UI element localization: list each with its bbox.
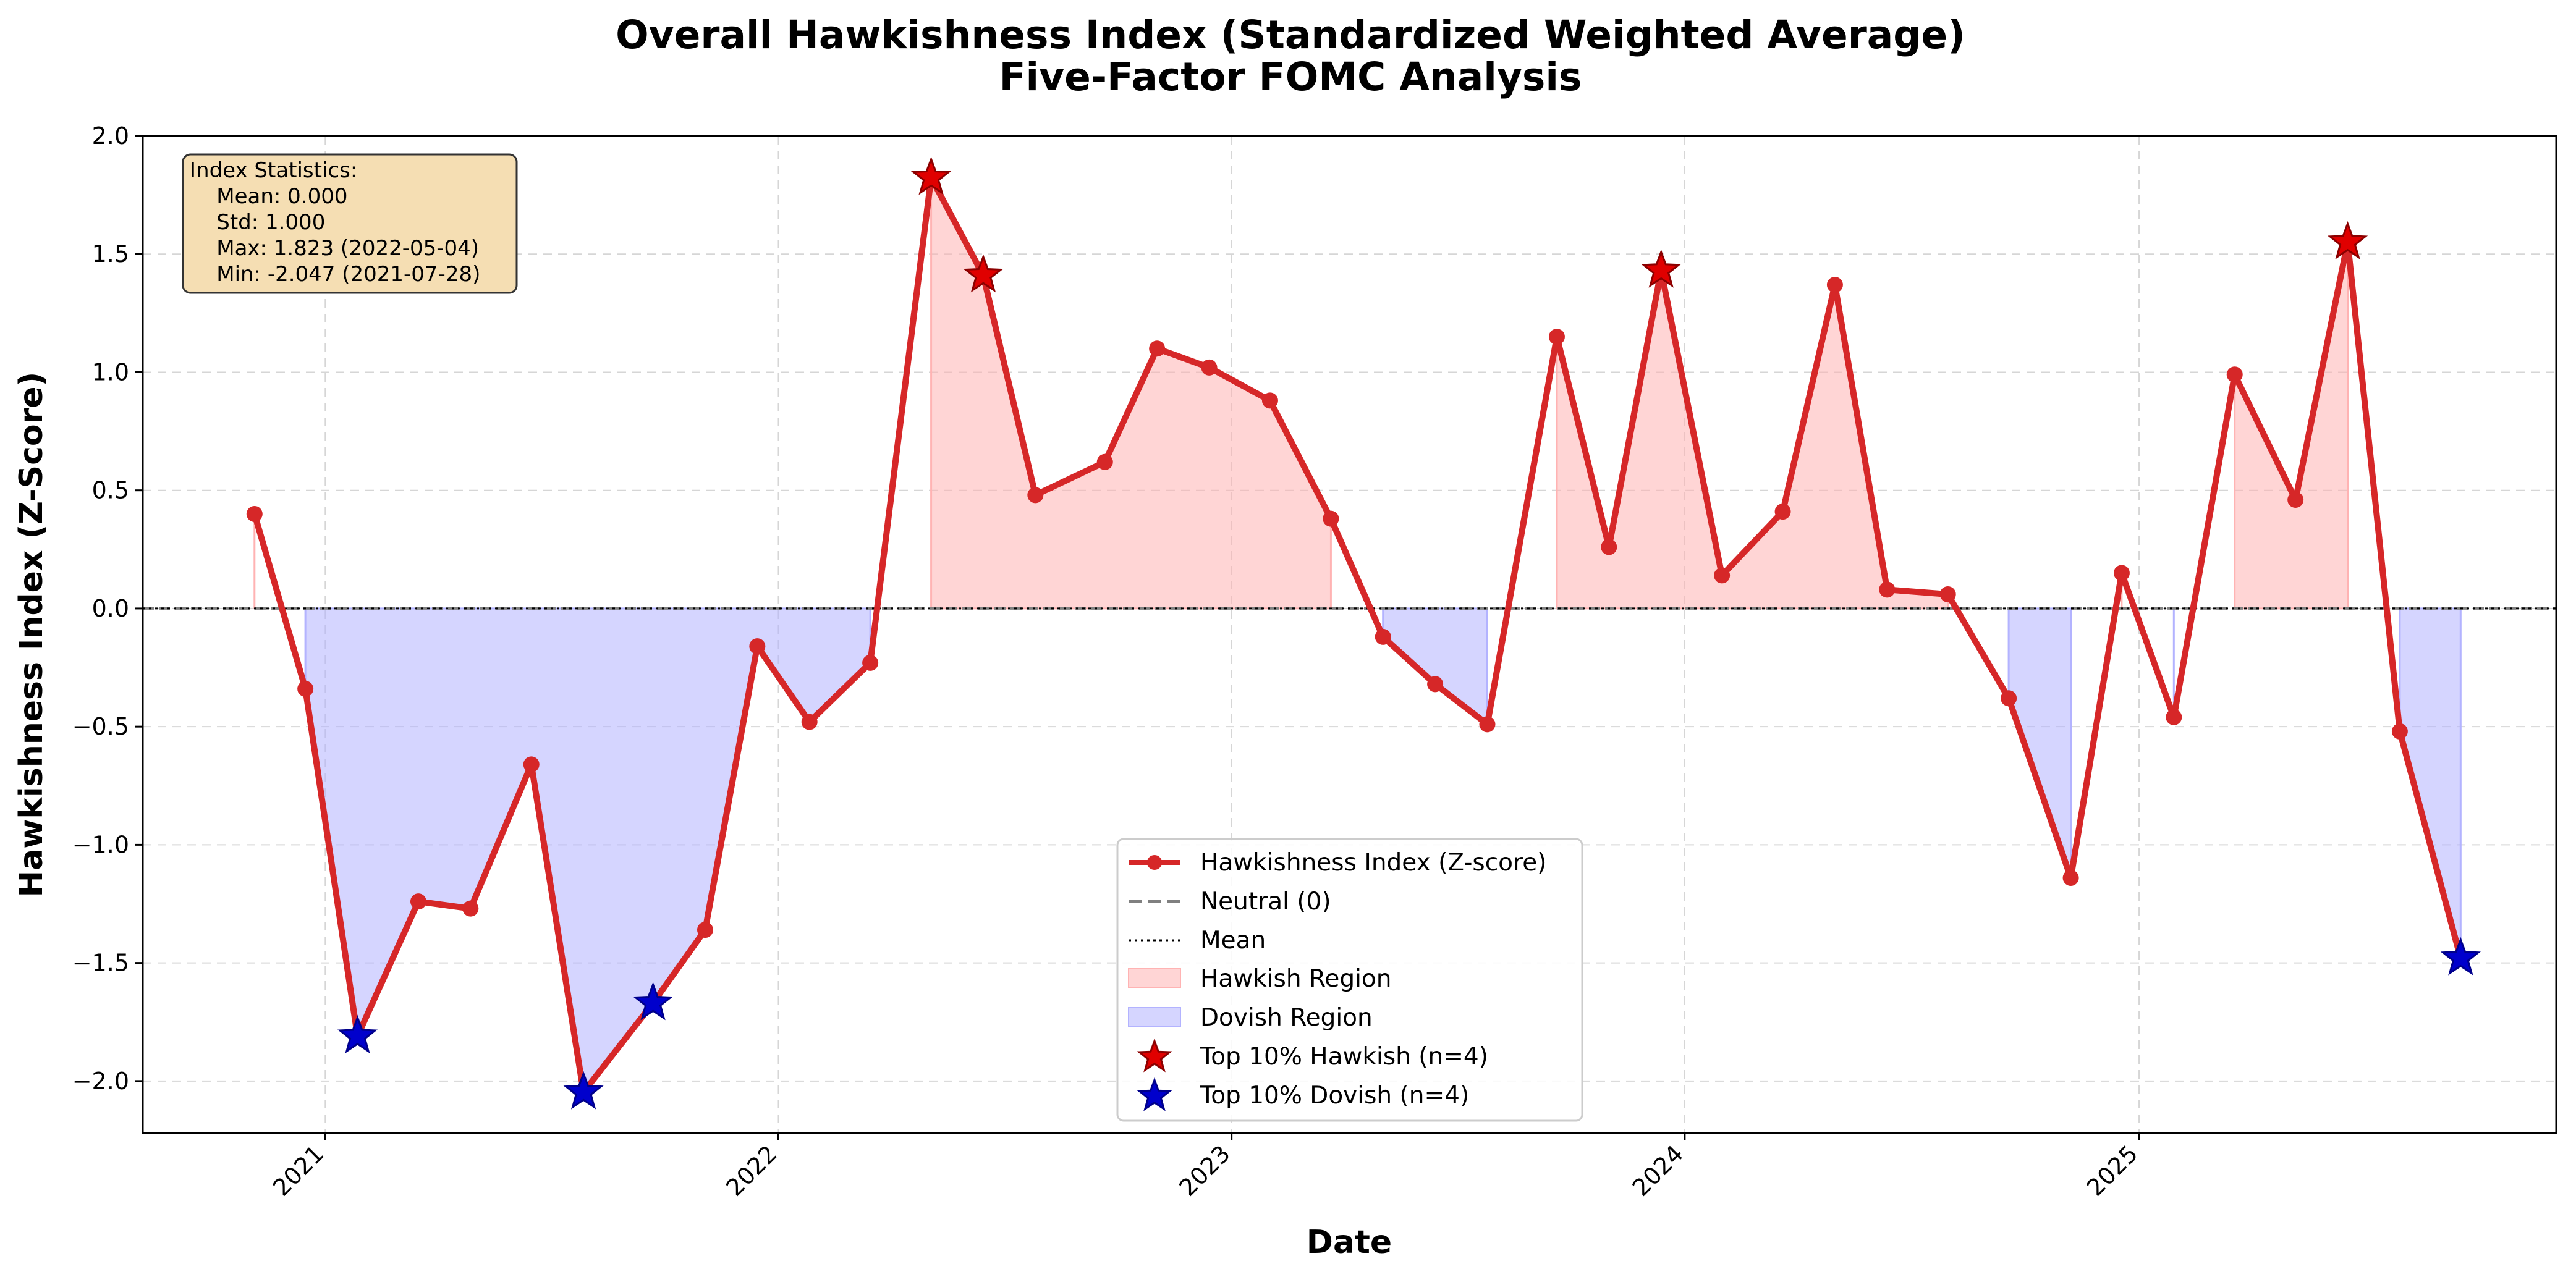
data-point	[1261, 392, 1278, 409]
legend-hawkish-star-swatch	[1137, 1038, 1172, 1073]
dovish-star-marker	[563, 1071, 604, 1110]
dovish-region	[1382, 607, 1488, 727]
y-tick-label: 0.5	[92, 477, 129, 504]
data-point	[410, 893, 426, 910]
plot-frame	[142, 135, 2557, 1134]
x-tick-label: 2024	[1627, 1140, 1689, 1202]
legend-hawkish-swatch	[1128, 968, 1181, 988]
y-tick-label: 0.0	[92, 595, 129, 622]
data-point	[1375, 628, 1391, 645]
legend-label: Dovish Region	[1200, 1004, 1373, 1032]
y-tick-label: −2.0	[72, 1068, 129, 1095]
x-tick-label: 2025	[2082, 1140, 2143, 1202]
data-point	[1939, 586, 1956, 602]
legend-dovish-star-swatch	[1137, 1077, 1172, 1111]
stats-line: Std: 1.000	[190, 210, 325, 235]
x-tick-label: 2023	[1174, 1140, 1236, 1202]
stats-line: Index Statistics:	[190, 158, 357, 183]
x-axis-label: Date	[1307, 1224, 1392, 1261]
y-axis-label: Hawkishness Index (Z-Score)	[13, 372, 50, 898]
data-point	[801, 714, 818, 730]
legend-label: Hawkishness Index (Z-score)	[1200, 849, 1546, 877]
legend-label: Hawkish Region	[1200, 965, 1392, 993]
dovish-region	[2399, 607, 2462, 959]
y-axis-ticks: 2.0 1.5 1.0 0.5 0.0 −0.5 −1.0 −1.5 −2.0	[72, 122, 143, 1095]
data-point	[462, 900, 479, 917]
hawkish-region	[1556, 270, 1949, 610]
data-point	[749, 638, 766, 655]
data-point	[1149, 340, 1166, 357]
dovish-star-icon	[1137, 1077, 1172, 1111]
y-tick-label: −1.0	[72, 831, 129, 858]
y-tick-label: −0.5	[72, 713, 129, 740]
series-line	[251, 174, 2464, 1095]
data-point	[246, 505, 263, 522]
y-tick-label: −1.5	[72, 950, 129, 977]
stats-line: Max: 1.823 (2022-05-04)	[190, 236, 479, 261]
legend-label: Mean	[1200, 927, 1266, 955]
chart-title-line-2: Five-Factor FOMC Analysis	[999, 54, 1582, 99]
data-point	[2062, 869, 2079, 886]
legend: Hawkishness Index (Z-score) Neutral (0) …	[1116, 838, 1583, 1122]
data-point	[2226, 366, 2243, 383]
x-tick-label: 2022	[721, 1140, 782, 1202]
stats-line: Min: -2.047 (2021-07-28)	[190, 262, 480, 287]
data-point	[2166, 709, 2182, 725]
top-decile-markers	[337, 156, 2481, 1110]
dovish-region	[2007, 607, 2072, 879]
legend-label: Top 10% Dovish (n=4)	[1200, 1082, 1469, 1110]
y-tick-label: 1.5	[92, 240, 129, 268]
data-point	[1323, 510, 1339, 527]
hawkish-star-icon	[1137, 1038, 1172, 1073]
data-point	[1479, 716, 1496, 733]
hawkishness-line	[251, 174, 2464, 1095]
legend-frame	[1116, 838, 1583, 1122]
x-tick-label: 2021	[268, 1140, 329, 1202]
hawkish-star-marker	[963, 254, 1004, 293]
data-point	[2113, 565, 2130, 581]
x-axis-ticks: 2021 2022 2023 2024 2025	[268, 1133, 2143, 1202]
data-point	[2287, 491, 2304, 508]
data-point	[1774, 504, 1791, 520]
dovish-star-marker	[337, 1014, 378, 1053]
dovish-region	[304, 607, 871, 1095]
legend-marker-swatch	[1147, 855, 1162, 870]
legend-dovish-swatch	[1128, 1007, 1181, 1027]
y-tick-label: 1.0	[92, 358, 129, 386]
stats-line: Mean: 0.000	[190, 184, 347, 209]
dovish-star-marker	[2440, 937, 2481, 976]
stats-box: Index Statistics: Mean: 0.000 Std: 1.000…	[182, 153, 518, 294]
data-point	[1826, 276, 1843, 293]
data-point	[1548, 329, 1565, 345]
stats-box-frame	[182, 153, 518, 294]
data-point	[1027, 487, 1044, 504]
data-point	[2001, 690, 2017, 707]
y-tick-label: 2.0	[92, 122, 129, 150]
data-point	[862, 654, 879, 671]
chart-title-line-1: Overall Hawkishness Index (Standardized …	[616, 12, 1965, 57]
hawkish-star-marker	[2327, 221, 2368, 259]
data-point	[1879, 581, 1896, 598]
hawkish-star-marker	[1641, 249, 1682, 288]
data-point	[523, 756, 540, 773]
data-point	[1427, 676, 1444, 693]
data-point	[297, 680, 314, 697]
data-point	[1601, 539, 1617, 555]
legend-label: Top 10% Hawkish (n=4)	[1200, 1043, 1488, 1071]
dovish-star-marker	[633, 982, 674, 1021]
data-point	[1714, 567, 1731, 584]
data-point	[1096, 453, 1113, 470]
data-point	[2391, 723, 2408, 740]
hawkish-star-marker	[910, 156, 952, 195]
data-point	[1201, 359, 1218, 376]
data-point	[697, 922, 713, 938]
legend-label: Neutral (0)	[1200, 888, 1331, 916]
hawkish-region	[2234, 242, 2349, 610]
